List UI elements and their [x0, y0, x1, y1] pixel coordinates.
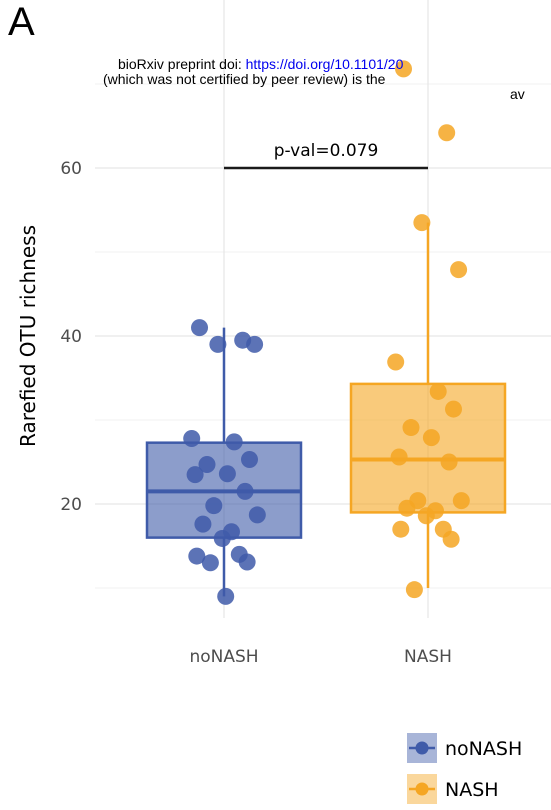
data-point	[217, 587, 235, 605]
data-point	[390, 448, 408, 466]
legend-label: NASH	[445, 779, 499, 801]
data-point	[429, 382, 447, 400]
data-point	[438, 124, 456, 142]
preprint-notice-line2: (which was not certified by peer review)…	[103, 71, 386, 87]
data-point	[194, 515, 212, 533]
data-point	[225, 433, 243, 451]
data-point	[422, 429, 440, 447]
y-tick-label: 60	[60, 159, 82, 179]
legend-key-point	[415, 782, 429, 796]
panel-letter: A	[8, 0, 35, 44]
preprint-notice-line3: av	[510, 86, 525, 102]
data-point	[452, 492, 470, 510]
data-point	[201, 554, 219, 572]
preprint-notice-line1: bioRxiv preprint doi: https://doi.org/10…	[118, 56, 403, 72]
data-point	[442, 530, 460, 548]
legend-label: noNASH	[445, 738, 522, 760]
data-point	[246, 335, 264, 353]
data-point	[209, 335, 227, 353]
y-axis-title: Rarefied OTU richness	[16, 225, 40, 447]
data-point	[218, 465, 236, 483]
data-point	[188, 547, 206, 565]
y-tick-label: 40	[60, 327, 82, 347]
data-point	[392, 520, 410, 538]
data-point	[440, 453, 458, 471]
data-point	[387, 353, 405, 371]
data-point	[186, 466, 204, 484]
data-point	[238, 553, 256, 571]
data-point	[417, 507, 435, 525]
x-tick-label: NASH	[404, 647, 452, 667]
preprint-doi-prefix: bioRxiv preprint doi:	[118, 56, 246, 72]
data-point	[183, 429, 201, 447]
data-point	[191, 319, 209, 337]
data-point	[236, 482, 254, 500]
data-point	[213, 529, 231, 547]
data-point	[198, 456, 216, 474]
data-point	[445, 400, 462, 418]
data-point	[405, 581, 423, 599]
data-point	[395, 60, 413, 78]
data-point	[398, 499, 416, 517]
p-value-label: p-val=0.079	[274, 141, 379, 161]
preprint-doi-link[interactable]: https://doi.org/10.1101/20	[245, 56, 404, 72]
data-point	[450, 261, 468, 279]
y-tick-label: 20	[60, 495, 82, 515]
data-point	[402, 419, 420, 437]
data-point	[248, 506, 266, 524]
legend-key-point	[415, 741, 429, 755]
data-point	[205, 497, 223, 515]
x-tick-label: noNASH	[189, 647, 258, 667]
data-point	[413, 214, 431, 232]
box-NASH	[349, 382, 507, 514]
data-point	[241, 450, 258, 468]
